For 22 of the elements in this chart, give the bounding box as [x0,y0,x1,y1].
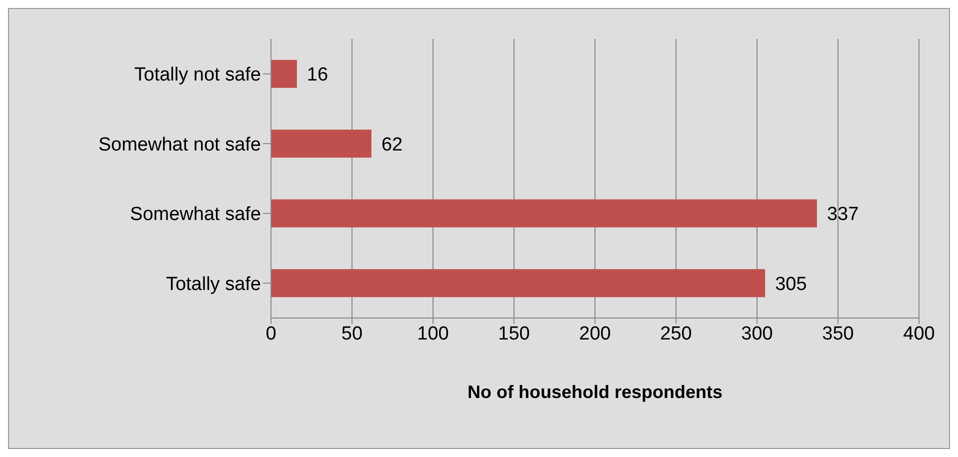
data-label: 62 [381,134,403,156]
x-tick-label: 200 [579,323,611,344]
x-tick-label: 100 [417,323,449,344]
y-tick-label: Totally not safe [134,64,261,86]
x-tick-label: 400 [903,323,935,344]
y-tick-label: Totally safe [166,274,261,295]
x-tick-label: 150 [498,323,530,344]
x-tick-label: 250 [660,323,692,344]
x-tick-label: 50 [341,323,363,344]
data-label: 337 [826,204,859,226]
data-label: 305 [775,274,807,295]
x-tick-label: 0 [266,323,276,344]
x-axis-title: No of household respondents [468,382,722,402]
y-tick-label: Somewhat not safe [98,134,261,156]
x-tick-label: 300 [741,323,773,344]
bar [271,60,297,88]
bar [271,269,766,298]
data-label: 16 [306,64,328,86]
bar [271,130,372,158]
bar [271,199,817,228]
x-tick-label: 350 [822,323,854,344]
y-tick-label: Somewhat safe [130,204,261,226]
